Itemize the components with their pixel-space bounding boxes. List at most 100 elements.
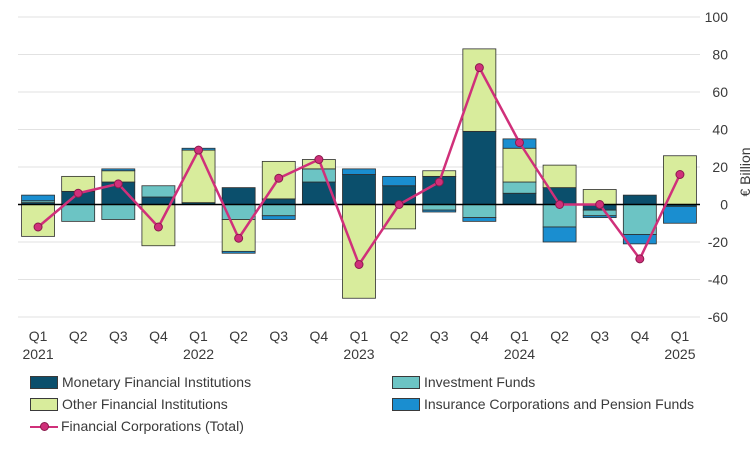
legend-label-icpf: Insurance Corporations and Pension Funds	[424, 396, 695, 412]
total-line-point	[514, 138, 524, 148]
legend-swatch-mfi	[30, 375, 58, 389]
bar-investment-funds	[582, 209, 617, 217]
bar-investment-funds	[61, 204, 96, 222]
bar-other-financial-institutions	[21, 204, 55, 237]
total-line-point	[274, 173, 284, 183]
total-line-point	[434, 177, 444, 187]
bar-monetary-financial-institutions	[502, 192, 537, 205]
y-tick-label: -40	[708, 272, 728, 288]
legend-swatch-ofi	[30, 397, 58, 411]
bar-investment-funds	[462, 204, 497, 219]
bar-investment-funds	[502, 181, 537, 194]
x-year-label: 2021	[22, 346, 53, 362]
bar-investment-funds	[261, 204, 296, 217]
y-tick-label: 40	[712, 122, 728, 138]
total-line	[33, 63, 685, 269]
total-line-point	[394, 200, 404, 209]
legend-item-total: Financial Corporations (Total)	[30, 418, 244, 434]
x-tick-label: Q2	[229, 328, 248, 344]
x-year-label: 2022	[183, 346, 214, 362]
legend-item-icpf: Insurance Corporations and Pension Funds	[392, 396, 694, 412]
bar-insurance-corporations-and-pension-funds	[382, 175, 417, 187]
bar-insurance-corporations-and-pension-funds	[663, 205, 697, 224]
x-year-label: 2023	[343, 346, 374, 362]
x-year-label: 2025	[664, 346, 695, 362]
legend-item-ofi: Other Financial Institutions	[30, 396, 228, 412]
legend-label-total: Financial Corporations (Total)	[61, 418, 244, 434]
bar-insurance-corporations-and-pension-funds	[622, 234, 657, 245]
x-tick-label: Q3	[590, 328, 609, 344]
total-line-point	[153, 222, 163, 232]
bar-other-financial-institutions	[502, 147, 537, 183]
bar-insurance-corporations-and-pension-funds	[101, 168, 136, 172]
total-line-point	[314, 155, 324, 164]
total-line-point	[675, 170, 685, 179]
legend-swatch-total	[30, 421, 58, 432]
total-line-point	[73, 188, 83, 198]
legend-label-mfi: Monetary Financial Institutions	[62, 374, 252, 390]
bar-insurance-corporations-and-pension-funds	[582, 215, 617, 219]
bar-investment-funds	[141, 185, 176, 198]
legend-swatch-icpf	[392, 397, 420, 411]
x-tick-label: Q1	[510, 328, 529, 344]
x-tick-label: Q4	[310, 328, 329, 344]
x-tick-label: Q1	[29, 328, 48, 344]
bar-monetary-financial-institutions	[342, 174, 376, 205]
x-tick-label: Q3	[269, 328, 288, 344]
x-tick-label: Q3	[109, 328, 128, 344]
bar-investment-funds	[301, 168, 336, 183]
y-tick-label: 20	[712, 159, 728, 175]
bar-investment-funds	[622, 204, 657, 235]
bar-other-financial-institutions	[342, 204, 376, 299]
x-tick-label: Q2	[390, 328, 409, 344]
x-axis-categories: Q1 Q2 Q3 Q4 Q1 Q2 Q3 Q4 Q1 Q2 Q3 Q4 Q1 Q2 Q3 Q4 Q1 2021 20…	[22, 328, 695, 362]
y-tick-label: 60	[712, 84, 728, 100]
legend-swatch-inv	[392, 375, 420, 389]
bar-insurance-corporations-and-pension-funds	[542, 226, 577, 243]
legend-item-inv: Investment Funds	[392, 374, 535, 390]
total-line-point	[354, 260, 364, 269]
y-tick-label: -60	[708, 309, 728, 325]
x-tick-label: Q2	[550, 328, 569, 344]
bar-monetary-financial-institutions	[622, 194, 657, 205]
bar-insurance-corporations-and-pension-funds	[221, 250, 256, 254]
bar-insurance-corporations-and-pension-funds	[462, 217, 497, 222]
x-tick-label: Q1	[350, 328, 369, 344]
y-axis-label: € Billion	[737, 147, 753, 196]
legend-label-inv: Investment Funds	[424, 374, 536, 390]
x-tick-label: Q4	[149, 328, 168, 344]
legend-item-mfi: Monetary Financial Institutions	[30, 374, 251, 390]
y-axis-ticks: 100 80 60 40 20 0 -20 -40 -60	[705, 9, 729, 325]
bar-investment-funds	[101, 204, 136, 220]
x-tick-label: Q2	[69, 328, 88, 344]
y-tick-label: 100	[705, 9, 729, 25]
legend-label-ofi: Other Financial Institutions	[62, 396, 228, 412]
total-line-point	[555, 200, 565, 209]
y-tick-label: 0	[720, 197, 728, 213]
total-line-point	[234, 233, 244, 243]
bar-monetary-financial-institutions	[221, 187, 256, 205]
bar-insurance-corporations-and-pension-funds	[342, 168, 376, 175]
y-tick-label: 80	[712, 47, 728, 63]
x-year-label: 2024	[504, 346, 535, 362]
bar-monetary-financial-institutions	[261, 198, 296, 205]
x-tick-label: Q4	[630, 328, 649, 344]
x-tick-label: Q1	[671, 328, 690, 344]
x-tick-label: Q3	[430, 328, 449, 344]
bar-insurance-corporations-and-pension-funds	[422, 209, 457, 213]
bar-insurance-corporations-and-pension-funds	[21, 194, 55, 202]
total-line-point	[595, 200, 605, 209]
x-tick-label: Q1	[189, 328, 208, 344]
bar-investment-funds	[422, 204, 457, 211]
bar-other-financial-institutions	[422, 170, 457, 177]
total-line-point	[113, 179, 123, 189]
bar-other-financial-institutions	[542, 164, 577, 189]
total-line-point	[474, 63, 484, 73]
total-line-point	[194, 145, 204, 155]
bar-monetary-financial-institutions	[462, 130, 497, 205]
total-line-point	[33, 222, 43, 232]
y-tick-label: -20	[708, 234, 728, 250]
x-tick-label: Q4	[470, 328, 489, 344]
bar-monetary-financial-institutions	[301, 181, 336, 205]
